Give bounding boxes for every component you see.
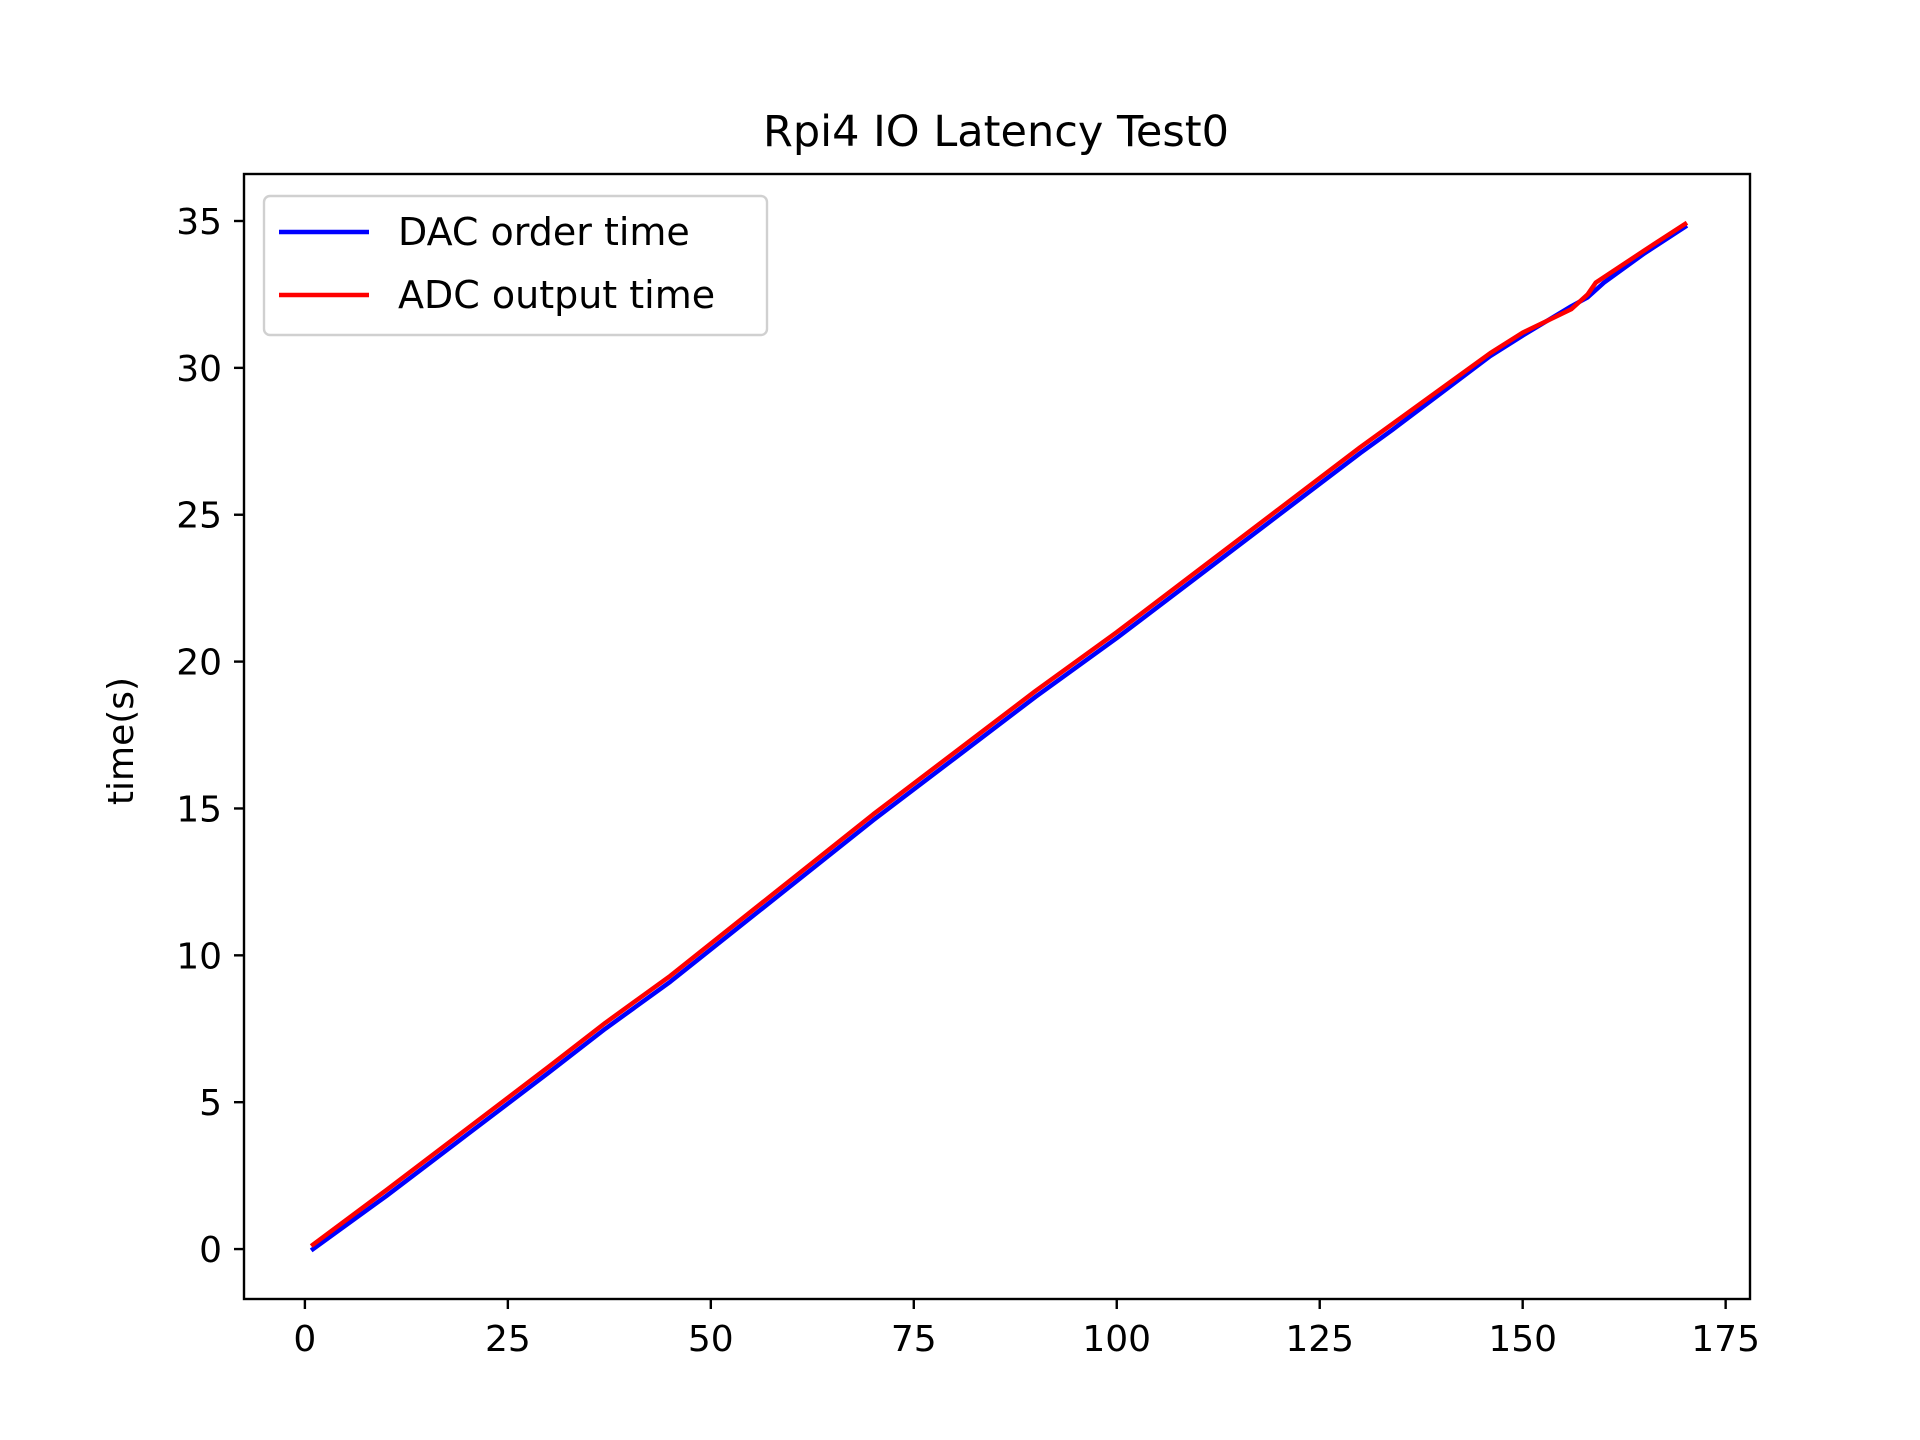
- y-tick-label: 15: [176, 789, 222, 830]
- y-tick-label: 30: [176, 349, 222, 390]
- y-tick-label: 20: [176, 643, 222, 684]
- x-tick-label: 125: [1285, 1319, 1354, 1360]
- x-axis: 0 25 50 75 100 125 150 175: [293, 1299, 1760, 1360]
- y-tick-label: 5: [199, 1083, 222, 1124]
- x-tick-label: 100: [1082, 1319, 1151, 1360]
- legend-label-dac-order-time: DAC order time: [398, 210, 690, 254]
- y-axis: 0 5 10 15 20 25 30 35: [176, 202, 244, 1271]
- y-axis-label: time(s): [101, 677, 142, 805]
- x-tick-label: 175: [1691, 1319, 1760, 1360]
- legend: DAC order time ADC output time: [262, 194, 769, 337]
- x-tick-label: 25: [485, 1319, 531, 1360]
- plot-area-frame: [242, 172, 1752, 1301]
- legend-label-adc-output-time: ADC output time: [398, 273, 715, 317]
- series-layer: [309, 220, 1689, 1253]
- x-tick-label: 50: [688, 1319, 734, 1360]
- x-tick-label: 0: [293, 1319, 316, 1360]
- chart-title: Rpi4 IO Latency Test0: [763, 107, 1229, 157]
- legend-box: [262, 194, 769, 337]
- y-tick-label: 0: [199, 1230, 222, 1271]
- y-tick-label: 25: [176, 496, 222, 537]
- y-tick-label: 35: [176, 202, 222, 243]
- y-tick-label: 10: [176, 936, 222, 977]
- x-tick-label: 75: [891, 1319, 937, 1360]
- x-tick-label: 150: [1488, 1319, 1557, 1360]
- series-line-adc-output-time: [309, 220, 1689, 1248]
